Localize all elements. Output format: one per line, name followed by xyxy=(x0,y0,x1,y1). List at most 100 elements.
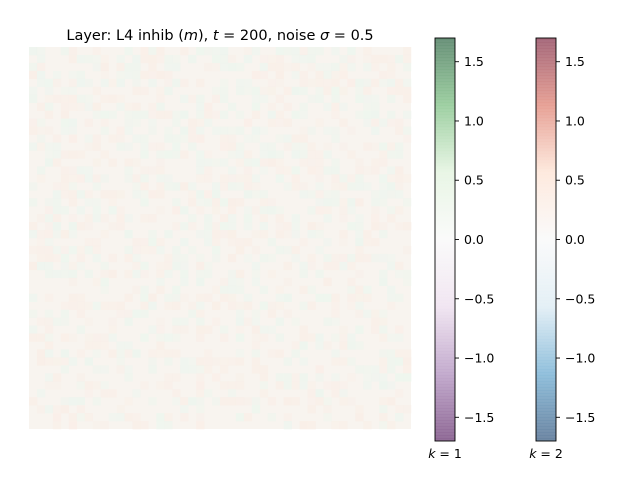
heatmap-cell xyxy=(220,198,229,207)
heatmap-cell xyxy=(251,405,261,414)
heatmap-cell xyxy=(116,78,125,88)
heatmap-cell xyxy=(212,86,221,96)
heatmap-cell xyxy=(379,198,388,207)
heatmap-cell xyxy=(196,102,205,111)
heatmap-cell xyxy=(204,198,213,207)
heatmap-cell xyxy=(291,134,300,143)
heatmap-cell xyxy=(76,349,86,358)
heatmap-cell xyxy=(124,245,133,255)
heatmap-cell xyxy=(116,301,125,310)
heatmap-cell xyxy=(331,70,340,80)
heatmap-cell xyxy=(36,174,46,183)
heatmap-cell xyxy=(331,253,340,263)
heatmap-cell xyxy=(84,118,93,127)
heatmap-cell xyxy=(140,293,149,302)
heatmap-cell xyxy=(140,309,149,318)
heatmap-cell xyxy=(60,365,70,374)
heatmap-cell xyxy=(68,198,78,207)
heatmap-cell xyxy=(172,245,181,255)
heatmap-cell xyxy=(60,102,70,111)
heatmap-cell xyxy=(315,166,324,175)
heatmap-cell xyxy=(156,245,165,255)
heatmap-cell xyxy=(60,405,70,414)
heatmap-cell xyxy=(243,238,253,247)
heatmap-cell xyxy=(164,230,173,239)
heatmap-cell xyxy=(379,174,388,183)
heatmap-cell xyxy=(387,78,396,88)
heatmap-cell xyxy=(371,94,380,104)
colorbar-k1-tick-label: −1.5 xyxy=(464,410,494,425)
heatmap-cell xyxy=(339,174,348,183)
heatmap-cell xyxy=(60,118,70,127)
heatmap-cell xyxy=(339,142,348,151)
heatmap-cell xyxy=(84,54,93,64)
heatmap-cell xyxy=(148,238,157,247)
heatmap-cell xyxy=(196,190,205,199)
heatmap-cell xyxy=(212,198,221,207)
heatmap-cell xyxy=(76,70,86,80)
heatmap-cell xyxy=(148,54,157,64)
heatmap-cell xyxy=(347,373,356,382)
colorbar-k1-tick-label: 0.0 xyxy=(464,232,484,247)
heatmap-cell xyxy=(363,166,372,175)
heatmap-cell xyxy=(291,253,300,263)
heatmap-cell xyxy=(371,253,380,263)
heatmap-cell xyxy=(371,206,380,215)
heatmap-cell xyxy=(371,325,380,334)
heatmap-cell xyxy=(180,365,189,374)
heatmap-cell xyxy=(36,357,46,366)
heatmap-cell xyxy=(92,62,101,72)
heatmap-cell xyxy=(60,317,70,326)
heatmap-cell xyxy=(331,317,340,326)
heatmap-cell xyxy=(259,70,269,80)
heatmap-cell xyxy=(164,62,173,72)
heatmap-cell xyxy=(164,54,173,64)
heatmap-cell xyxy=(387,301,396,310)
heatmap-cell xyxy=(68,54,78,64)
heatmap-cell xyxy=(299,182,308,191)
heatmap-cell xyxy=(347,293,356,302)
heatmap-cell xyxy=(371,118,380,127)
heatmap-cell xyxy=(124,413,133,422)
heatmap-cell xyxy=(212,190,221,199)
heatmap-cell xyxy=(323,198,332,207)
heatmap-cell xyxy=(140,166,149,175)
heatmap-cell xyxy=(164,373,173,382)
heatmap-cell xyxy=(100,230,109,239)
heatmap-cell xyxy=(116,349,125,358)
heatmap-cell xyxy=(52,190,62,199)
heatmap-cell xyxy=(235,277,245,287)
heatmap-cell xyxy=(100,261,109,271)
heatmap-cell xyxy=(84,341,93,350)
heatmap-cell xyxy=(76,301,86,310)
heatmap-cell xyxy=(267,158,277,167)
heatmap-cell xyxy=(275,158,284,167)
heatmap-cell xyxy=(347,174,356,183)
heatmap-cell xyxy=(212,397,221,406)
heatmap-cell xyxy=(387,349,396,358)
heatmap-cell xyxy=(395,166,404,175)
heatmap-cell xyxy=(204,102,213,111)
heatmap-cell xyxy=(180,126,189,135)
heatmap-cell xyxy=(188,357,197,366)
heatmap-cell xyxy=(172,301,181,310)
heatmap-cell xyxy=(44,86,54,96)
heatmap-cell xyxy=(371,62,380,72)
heatmap-cell xyxy=(84,389,93,398)
heatmap-cell xyxy=(307,166,316,175)
heatmap-cell xyxy=(164,261,173,271)
heatmap-cell xyxy=(164,293,173,302)
heatmap-cell xyxy=(387,261,396,271)
heatmap-cell xyxy=(339,214,348,223)
heatmap-cell xyxy=(235,245,245,255)
heatmap-cell xyxy=(132,245,141,255)
heatmap-cell xyxy=(235,174,245,183)
heatmap-cell xyxy=(60,166,70,175)
heatmap-cell xyxy=(140,381,149,390)
heatmap-cell xyxy=(108,325,117,334)
heatmap-cell xyxy=(307,150,316,159)
heatmap-cell xyxy=(156,158,165,167)
heatmap-cell xyxy=(164,134,173,143)
heatmap-cell xyxy=(204,238,213,247)
heatmap-cell xyxy=(235,62,245,72)
